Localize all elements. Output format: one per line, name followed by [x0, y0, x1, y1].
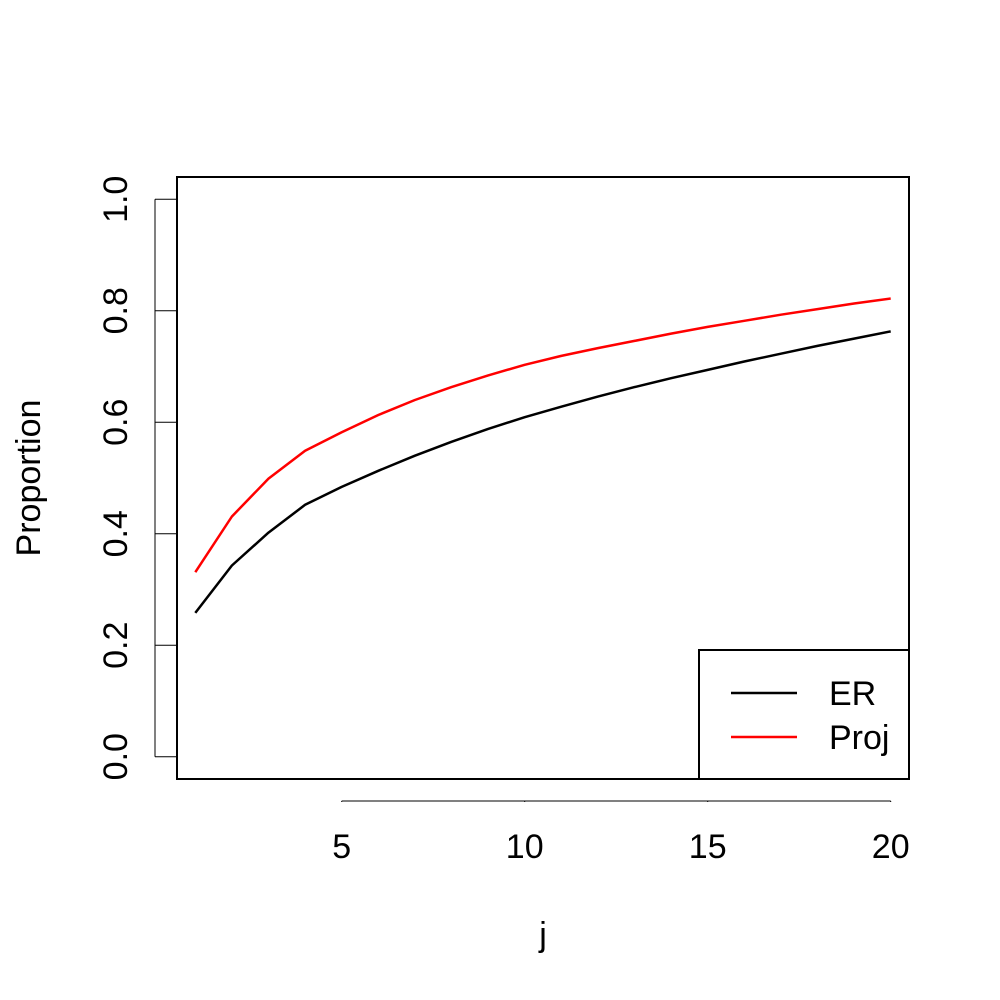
legend: ER Proj	[698, 649, 910, 780]
y-tick-label: 0.4	[97, 510, 135, 557]
x-axis-title: j	[538, 916, 547, 954]
y-tick-label: 0.8	[97, 287, 135, 334]
plot-frame	[176, 176, 910, 780]
x-axis: 5 10 15 20	[332, 800, 910, 866]
legend-label-er: ER	[829, 675, 876, 713]
legend-items: ER Proj	[731, 675, 889, 757]
y-axis: 0.0 0.2 0.4 0.6 0.8 1.0	[97, 176, 177, 780]
y-tick-label: 0.6	[97, 399, 135, 446]
y-tick-label: 0.2	[97, 622, 135, 669]
y-tick-label: 1.0	[97, 176, 135, 223]
series-layer	[194, 297, 891, 614]
y-tick-label: 0.0	[97, 733, 135, 780]
legend-label-proj: Proj	[829, 719, 889, 757]
x-tick-label: 20	[872, 828, 910, 866]
legend-box	[698, 649, 910, 780]
x-tick-label: 5	[332, 828, 351, 866]
x-tick-label: 15	[689, 828, 727, 866]
series-line-proj	[194, 297, 891, 573]
y-axis-title: Proportion	[10, 400, 48, 557]
x-tick-label: 10	[506, 828, 544, 866]
series-line-er	[194, 330, 891, 614]
